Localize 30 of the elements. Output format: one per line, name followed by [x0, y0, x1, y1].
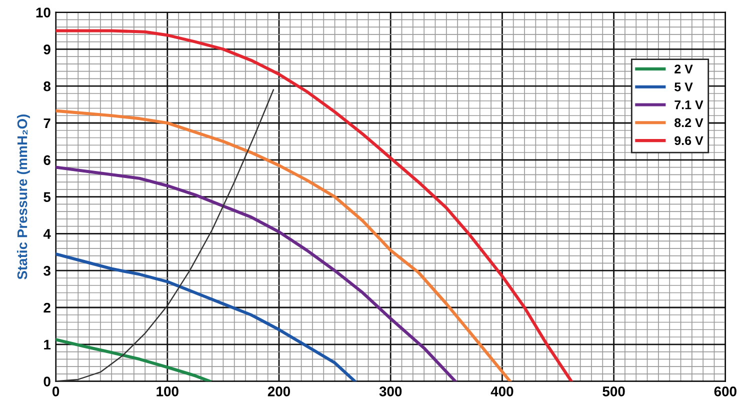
- line-series: [56, 252, 356, 382]
- y-tick-label: 8: [44, 81, 51, 92]
- x-tick-label: 600: [714, 386, 736, 396]
- legend-label: 5 V: [674, 82, 693, 92]
- line-series: [56, 89, 274, 382]
- legend-label: 8.2 V: [674, 118, 704, 128]
- x-tick-label: 200: [268, 386, 290, 396]
- y-axis-title: Static Pressure (mmH₂O): [16, 114, 30, 280]
- y-tick-label: 0: [44, 376, 50, 386]
- y-tick-label: 7: [44, 118, 50, 128]
- y-tick-label: 5: [44, 192, 51, 202]
- y-tick-label: 1: [44, 340, 51, 350]
- y-tick-label: 6: [44, 155, 50, 166]
- y-tick-label: 2: [44, 302, 50, 313]
- y-tick-label: 4: [43, 229, 51, 239]
- legend-label: 9.6 V: [674, 136, 704, 146]
- x-tick-label: 500: [602, 386, 625, 396]
- y-tick-label: 10: [36, 8, 50, 18]
- x-tick-label: 300: [379, 386, 402, 396]
- y-tick-label: 3: [44, 266, 50, 276]
- x-tick-label: 100: [156, 386, 178, 396]
- legend-label: 7.1 V: [674, 100, 704, 110]
- legend-label: 2 V: [674, 64, 693, 74]
- x-tick-label: 0: [52, 386, 60, 396]
- line-series: [56, 109, 512, 382]
- line-series: [56, 166, 457, 382]
- y-tick-label: 9: [44, 44, 50, 54]
- line-series: [56, 29, 573, 382]
- x-tick-label: 400: [490, 386, 514, 396]
- line-series: [56, 338, 212, 382]
